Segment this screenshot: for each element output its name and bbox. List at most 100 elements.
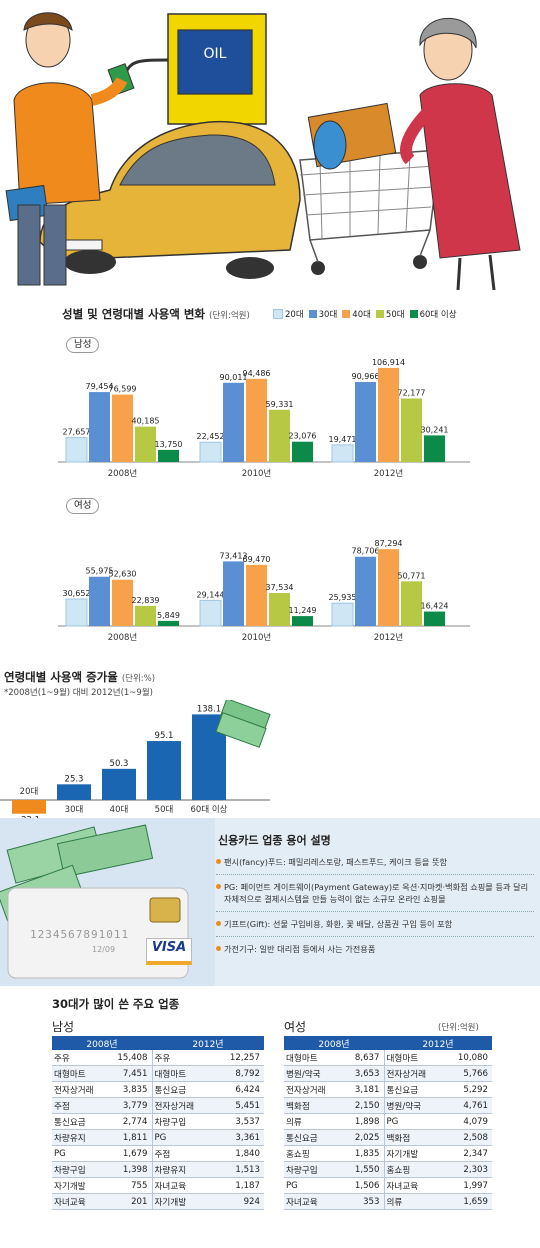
legend-label: 40대 (352, 310, 371, 320)
bar-label: 22,839 (132, 596, 160, 605)
value-cell: 1,187 (218, 1177, 264, 1194)
category-cell: 차량유지 (151, 1161, 218, 1178)
growth-value-label: 95.1 (155, 731, 174, 741)
category-label: 2008년 (108, 632, 137, 643)
value-cell: 201 (110, 1193, 152, 1210)
bar-label: 87,294 (375, 539, 403, 548)
bullet-icon (216, 859, 221, 864)
category-cell: PG (52, 1145, 110, 1162)
bar (292, 441, 313, 462)
gender-chart-title-text: 성별 및 연령대별 사용액 변화 (62, 307, 205, 321)
growth-category-label: 50대 (155, 805, 174, 815)
bar (199, 441, 222, 463)
value-cell: 8,637 (344, 1050, 384, 1066)
table-header-row: 2008년 2012년 (284, 1036, 492, 1050)
value-cell: 1,550 (344, 1161, 384, 1178)
legend-label: 50대 (385, 310, 405, 320)
value-cell: 1,513 (218, 1161, 264, 1178)
bar (158, 620, 179, 626)
bar (223, 561, 244, 626)
table-row: PG 1,679 주점 1,840 (52, 1145, 264, 1162)
category-cell: 자녀교육 (284, 1193, 344, 1210)
legend-item-60s-plus: 60대 이상 (409, 308, 457, 320)
business-title: 30대가 많이 쓴 주요 업종 (52, 997, 180, 1011)
growth-bar (102, 768, 136, 800)
growth-bar (12, 800, 46, 814)
card-number: 1234567891011 (30, 928, 130, 941)
bar (269, 409, 290, 462)
bar (401, 581, 422, 626)
bar (424, 611, 445, 626)
value-cell: 2,508 (450, 1129, 492, 1146)
category-cell: 차량구입 (284, 1161, 344, 1178)
category-cell: 차량구입 (52, 1161, 110, 1178)
table-row: PG 1,506 자녀교육 1,997 (284, 1177, 492, 1194)
value-cell: 12,257 (218, 1050, 264, 1066)
value-cell: 2,774 (110, 1113, 152, 1130)
value-cell: 10,080 (450, 1050, 492, 1066)
gender-chart-title: 성별 및 연령대별 사용액 변화 (단위:억원) (62, 306, 250, 322)
bar (112, 394, 133, 462)
bar-label: 30,241 (421, 425, 449, 434)
value-cell: 924 (218, 1193, 264, 1210)
table-row: 차량유지 1,811 PG 3,361 (52, 1129, 264, 1146)
growth-bar (147, 741, 181, 800)
term-text: 기프트(Gift): 선물 구입비용, 화환, 꽃 배달, 상품권 구입 등이 … (224, 919, 453, 929)
value-cell: 2,347 (450, 1145, 492, 1162)
growth-bar (57, 784, 91, 800)
value-cell: 1,811 (110, 1129, 152, 1146)
bar-label: 90,966 (352, 372, 380, 381)
category-label: 2010년 (242, 632, 271, 643)
female-business-table: 2008년 2012년 대형마트 8,637 대형마트 10,080 병원/약국 3,65… (284, 1036, 492, 1210)
table-row: 홈쇼핑 1,835 자기개발 2,347 (284, 1145, 492, 1162)
business-unit: (단위:억원) (438, 1023, 479, 1033)
table-header-row: 2008년 2012년 (52, 1036, 264, 1050)
bar (135, 605, 156, 626)
visa-logo: VISA (146, 938, 192, 965)
legend-swatch-30s (308, 310, 317, 318)
bar (246, 378, 267, 462)
growth-chart-title-text: 연령대별 사용액 증가율 (4, 670, 118, 684)
bar-label: 30,652 (63, 589, 91, 598)
bar-label: 69,470 (243, 555, 271, 564)
value-cell: 1,835 (344, 1145, 384, 1162)
bullet-icon (216, 884, 221, 889)
category-cell: 주유 (151, 1050, 218, 1066)
table-row: 대형마트 7,451 대형마트 8,792 (52, 1065, 264, 1082)
table-row: 자기개발 755 자녀교육 1,187 (52, 1177, 264, 1194)
category-cell: 자녀교육 (151, 1177, 218, 1194)
bar (158, 449, 179, 462)
card-terms-panel: 1234567891011 12/09 VISA 신용카드 업종 용어 설명 팬… (0, 818, 540, 986)
legend-item-20s: 20대 (273, 308, 304, 320)
term-text: PG: 페이먼트 게이트웨이(Payment Gateway)로 옥션·지마켓·… (224, 882, 529, 904)
value-cell: 1,659 (450, 1193, 492, 1210)
money-stack-icon (215, 700, 271, 748)
bar-label: 50,771 (398, 571, 426, 580)
table-row: 차량구입 1,398 차량유지 1,513 (52, 1161, 264, 1178)
value-cell: 353 (344, 1193, 384, 1210)
pump-sign: OIL (204, 46, 227, 62)
value-cell: 4,761 (450, 1097, 492, 1114)
bar-label: 76,599 (109, 385, 137, 394)
bar-label: 27,657 (63, 428, 91, 437)
value-cell: 3,779 (110, 1097, 152, 1114)
term-item: 기프트(Gift): 선물 구입비용, 화환, 꽃 배달, 상품권 구입 등이 … (216, 918, 534, 930)
bar (269, 592, 290, 626)
male-business-table: 2008년 2012년 주유 15,408 주유 12,257 대형마트 7,451 대형마… (52, 1036, 264, 1210)
table-row: 자녀교육 201 자기개발 924 (52, 1193, 264, 1210)
bar-label: 29,144 (197, 590, 225, 599)
term-divider (216, 911, 534, 912)
legend-label: 20대 (285, 310, 304, 320)
table-row: 통신요금 2,025 백화점 2,508 (284, 1129, 492, 1146)
term-text: 팬시(fancy)푸드: 패밀리레스토랑, 패스트푸드, 케이크 등을 뜻함 (224, 857, 448, 867)
value-cell: 2,025 (344, 1129, 384, 1146)
bar-label: 37,534 (266, 583, 294, 592)
growth-category-label: 60대 이상 (191, 804, 228, 815)
term-divider (216, 936, 534, 937)
category-cell: 주유 (52, 1050, 110, 1066)
category-cell: 자기개발 (383, 1145, 450, 1162)
bar-label: 79,454 (86, 382, 114, 391)
category-cell: 자기개발 (151, 1193, 218, 1210)
bar (355, 381, 376, 462)
